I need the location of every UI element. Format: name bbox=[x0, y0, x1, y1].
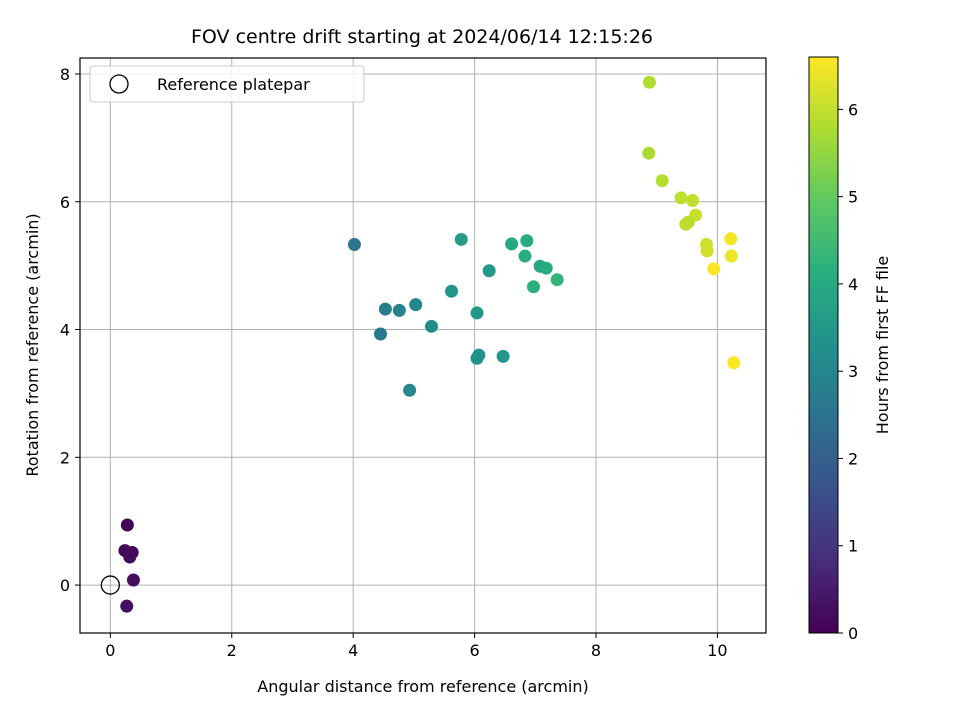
data-point bbox=[403, 383, 417, 397]
data-point bbox=[445, 284, 459, 298]
plot-frame bbox=[79, 57, 767, 634]
reference-point-marker bbox=[100, 575, 121, 595]
data-point bbox=[374, 327, 388, 341]
colorbar-tick-label: 1 bbox=[848, 537, 858, 556]
data-point bbox=[378, 302, 392, 316]
x-tick: 0 bbox=[105, 633, 115, 660]
data-point bbox=[496, 349, 510, 363]
x-tick-label: 4 bbox=[348, 641, 358, 660]
data-point bbox=[123, 550, 137, 564]
x-tick: 10 bbox=[707, 633, 728, 660]
data-point bbox=[424, 319, 438, 333]
data-point bbox=[505, 237, 519, 251]
y-tick: 0 bbox=[60, 576, 80, 595]
y-tick-label: 8 bbox=[60, 65, 70, 84]
data-point bbox=[120, 518, 134, 532]
x-tick-label: 0 bbox=[105, 641, 115, 660]
y-tick: 2 bbox=[60, 448, 80, 467]
x-tick: 6 bbox=[470, 633, 480, 660]
data-point bbox=[347, 238, 361, 252]
y-tick: 6 bbox=[60, 193, 80, 212]
data-point bbox=[642, 146, 656, 160]
y-tick-label: 4 bbox=[60, 321, 70, 340]
legend-box bbox=[89, 65, 365, 103]
data-point bbox=[520, 234, 534, 248]
data-point bbox=[707, 262, 721, 276]
data-point bbox=[655, 174, 669, 188]
data-point bbox=[482, 264, 496, 278]
colorbar-ticks: 0 1 2 3 4 5 6 bbox=[838, 100, 858, 643]
data-point bbox=[550, 273, 564, 287]
colorbar-tick-label: 2 bbox=[848, 449, 858, 468]
data-points bbox=[118, 75, 741, 613]
data-point bbox=[454, 232, 468, 246]
data-point bbox=[724, 232, 738, 246]
data-point bbox=[700, 244, 714, 258]
colorbar-tick-label: 5 bbox=[848, 188, 858, 207]
data-point bbox=[539, 261, 553, 275]
y-tick: 8 bbox=[60, 65, 80, 84]
colorbar-tick-label: 4 bbox=[848, 275, 858, 294]
colorbar-tick: 0 bbox=[838, 624, 858, 643]
colorbar-tick: 5 bbox=[838, 188, 858, 207]
colorbar-tick: 4 bbox=[838, 275, 858, 294]
y-axis-ticks: 0 2 4 6 8 bbox=[60, 65, 80, 595]
colorbar-tick: 6 bbox=[838, 100, 858, 119]
data-point bbox=[686, 193, 700, 207]
data-point bbox=[409, 298, 423, 312]
grid-lines bbox=[80, 58, 766, 633]
colorbar: 0 1 2 3 4 5 6 Hours from first FF file bbox=[808, 56, 892, 643]
legend-label: Reference platepar bbox=[157, 75, 310, 94]
colorbar-gradient bbox=[808, 56, 839, 634]
data-point bbox=[681, 215, 695, 229]
chart-title: FOV centre drift starting at 2024/06/14 … bbox=[191, 26, 653, 48]
x-tick: 2 bbox=[227, 633, 237, 660]
data-point bbox=[470, 306, 484, 320]
colorbar-tick-label: 6 bbox=[848, 100, 858, 119]
y-tick-label: 0 bbox=[60, 576, 70, 595]
colorbar-tick-label: 3 bbox=[848, 362, 858, 381]
y-tick-label: 2 bbox=[60, 448, 70, 467]
data-point bbox=[518, 249, 532, 263]
colorbar-tick-label: 0 bbox=[848, 624, 858, 643]
colorbar-tick: 3 bbox=[838, 362, 858, 381]
colorbar-tick: 2 bbox=[838, 449, 858, 468]
data-point bbox=[724, 249, 738, 263]
legend-marker bbox=[109, 74, 129, 94]
x-tick-label: 10 bbox=[707, 641, 727, 660]
y-tick-label: 6 bbox=[60, 193, 70, 212]
legend: Reference platepar bbox=[89, 65, 365, 103]
x-tick: 8 bbox=[591, 633, 601, 660]
data-point bbox=[120, 599, 134, 613]
data-point bbox=[472, 348, 486, 362]
data-point bbox=[526, 280, 540, 294]
colorbar-tick: 1 bbox=[838, 537, 858, 556]
x-tick-label: 2 bbox=[227, 641, 237, 660]
y-tick: 4 bbox=[60, 321, 80, 340]
y-axis-label: Rotation from reference (arcmin) bbox=[23, 213, 42, 476]
x-tick-label: 6 bbox=[470, 641, 480, 660]
x-axis-ticks: 0 2 4 6 8 10 bbox=[105, 633, 728, 660]
data-point bbox=[392, 303, 406, 317]
colorbar-label: Hours from first FF file bbox=[873, 256, 892, 435]
data-point bbox=[642, 75, 656, 89]
x-tick-label: 8 bbox=[591, 641, 601, 660]
x-tick: 4 bbox=[348, 633, 358, 660]
x-axis-label: Angular distance from reference (arcmin) bbox=[257, 677, 588, 696]
data-point bbox=[126, 573, 140, 587]
data-point bbox=[727, 356, 741, 370]
data-point bbox=[674, 191, 688, 205]
